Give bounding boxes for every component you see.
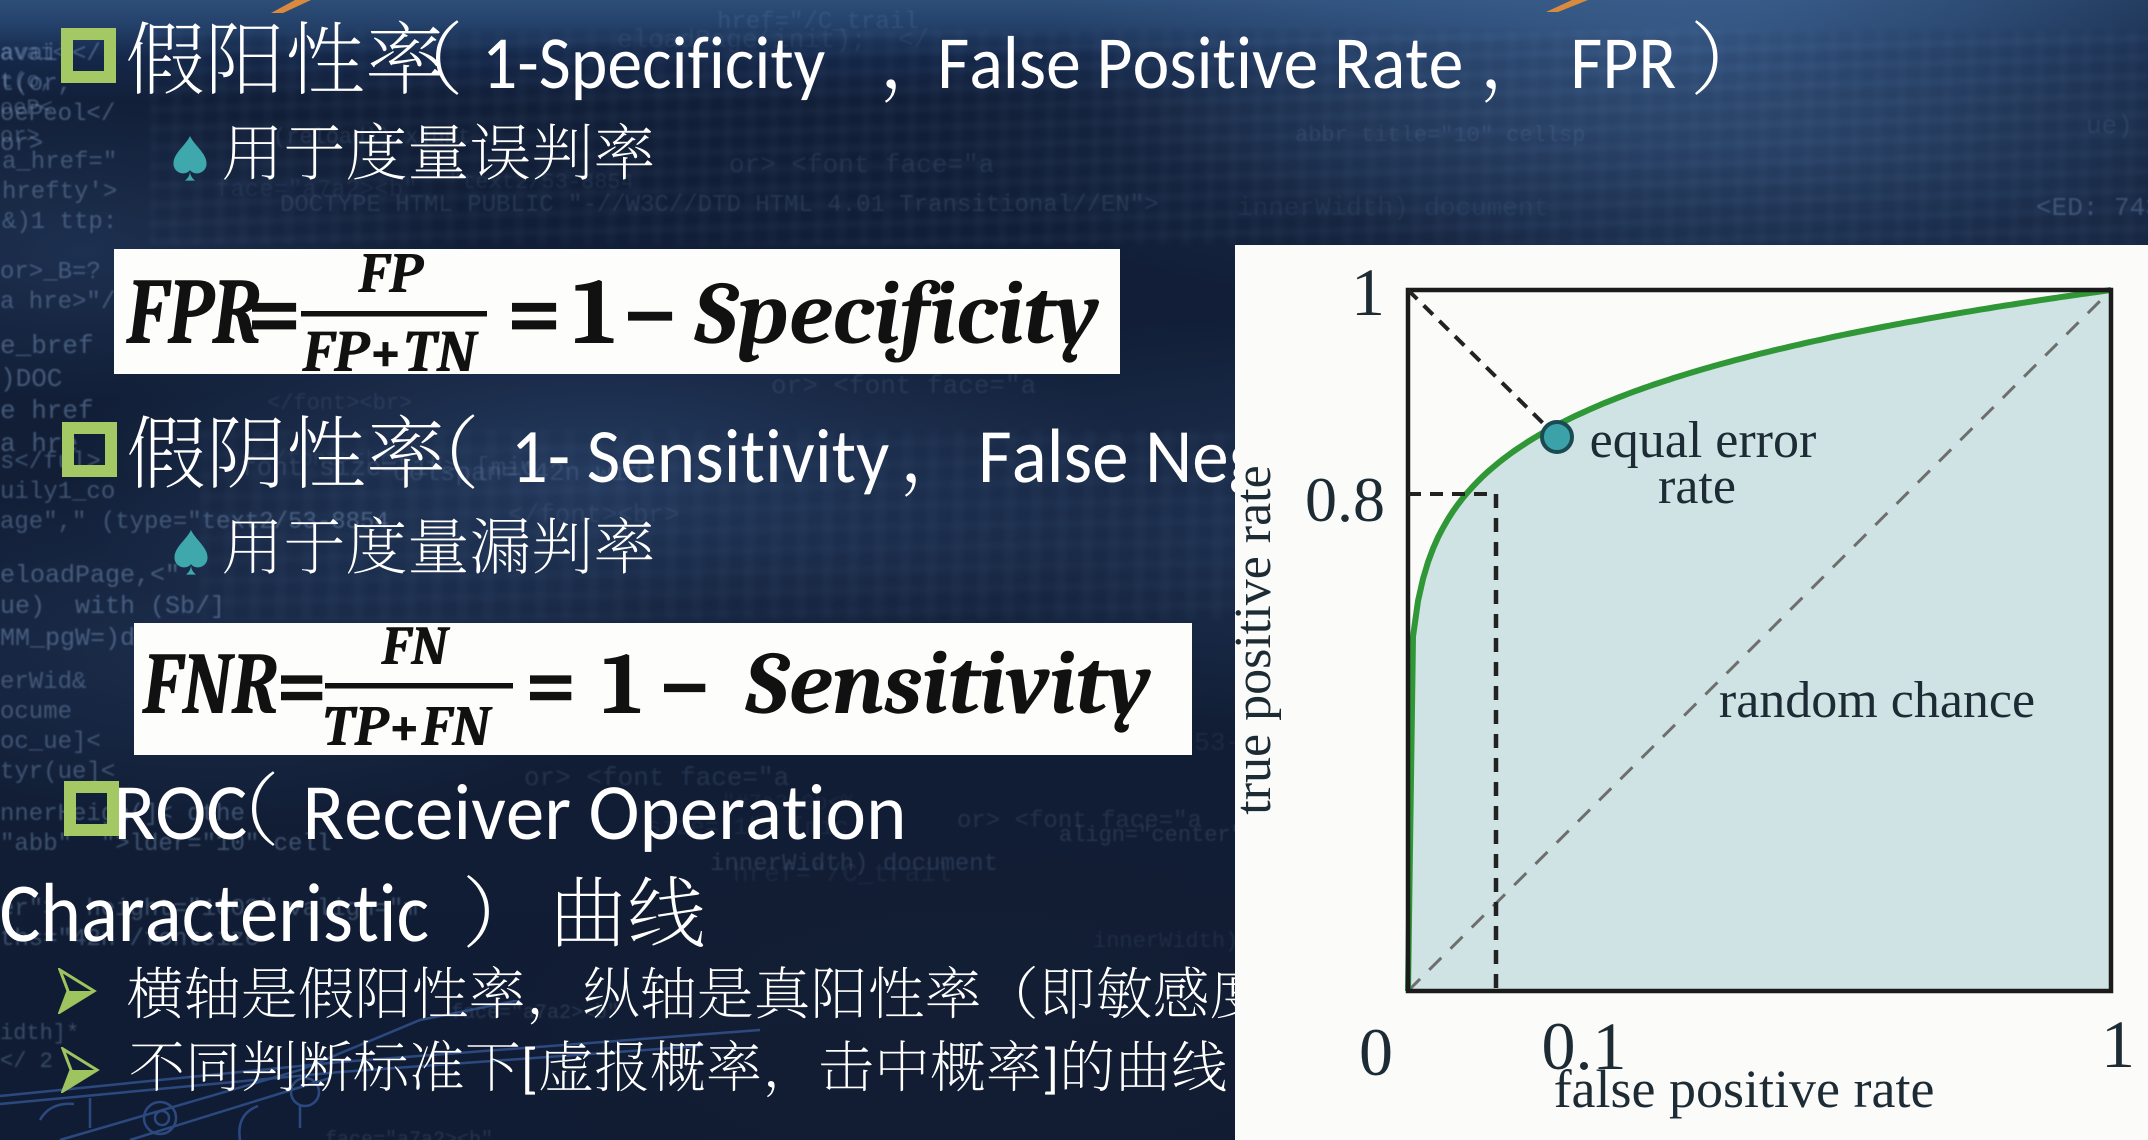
svg-text:equal error: equal error	[1590, 412, 1817, 469]
svg-text:0.8: 0.8	[1305, 464, 1385, 535]
svg-text:true positive rate: true positive rate	[1235, 465, 1282, 814]
svg-text:1: 1	[2101, 1006, 2135, 1082]
svg-text:0: 0	[1359, 1014, 1393, 1090]
svg-text:0.1: 0.1	[1542, 1008, 1627, 1084]
svg-text:false positive rate: false positive rate	[1554, 1059, 1935, 1119]
svg-text:random chance: random chance	[1719, 672, 2035, 729]
svg-text:rate: rate	[1658, 458, 1736, 515]
svg-text:1: 1	[1351, 254, 1385, 330]
